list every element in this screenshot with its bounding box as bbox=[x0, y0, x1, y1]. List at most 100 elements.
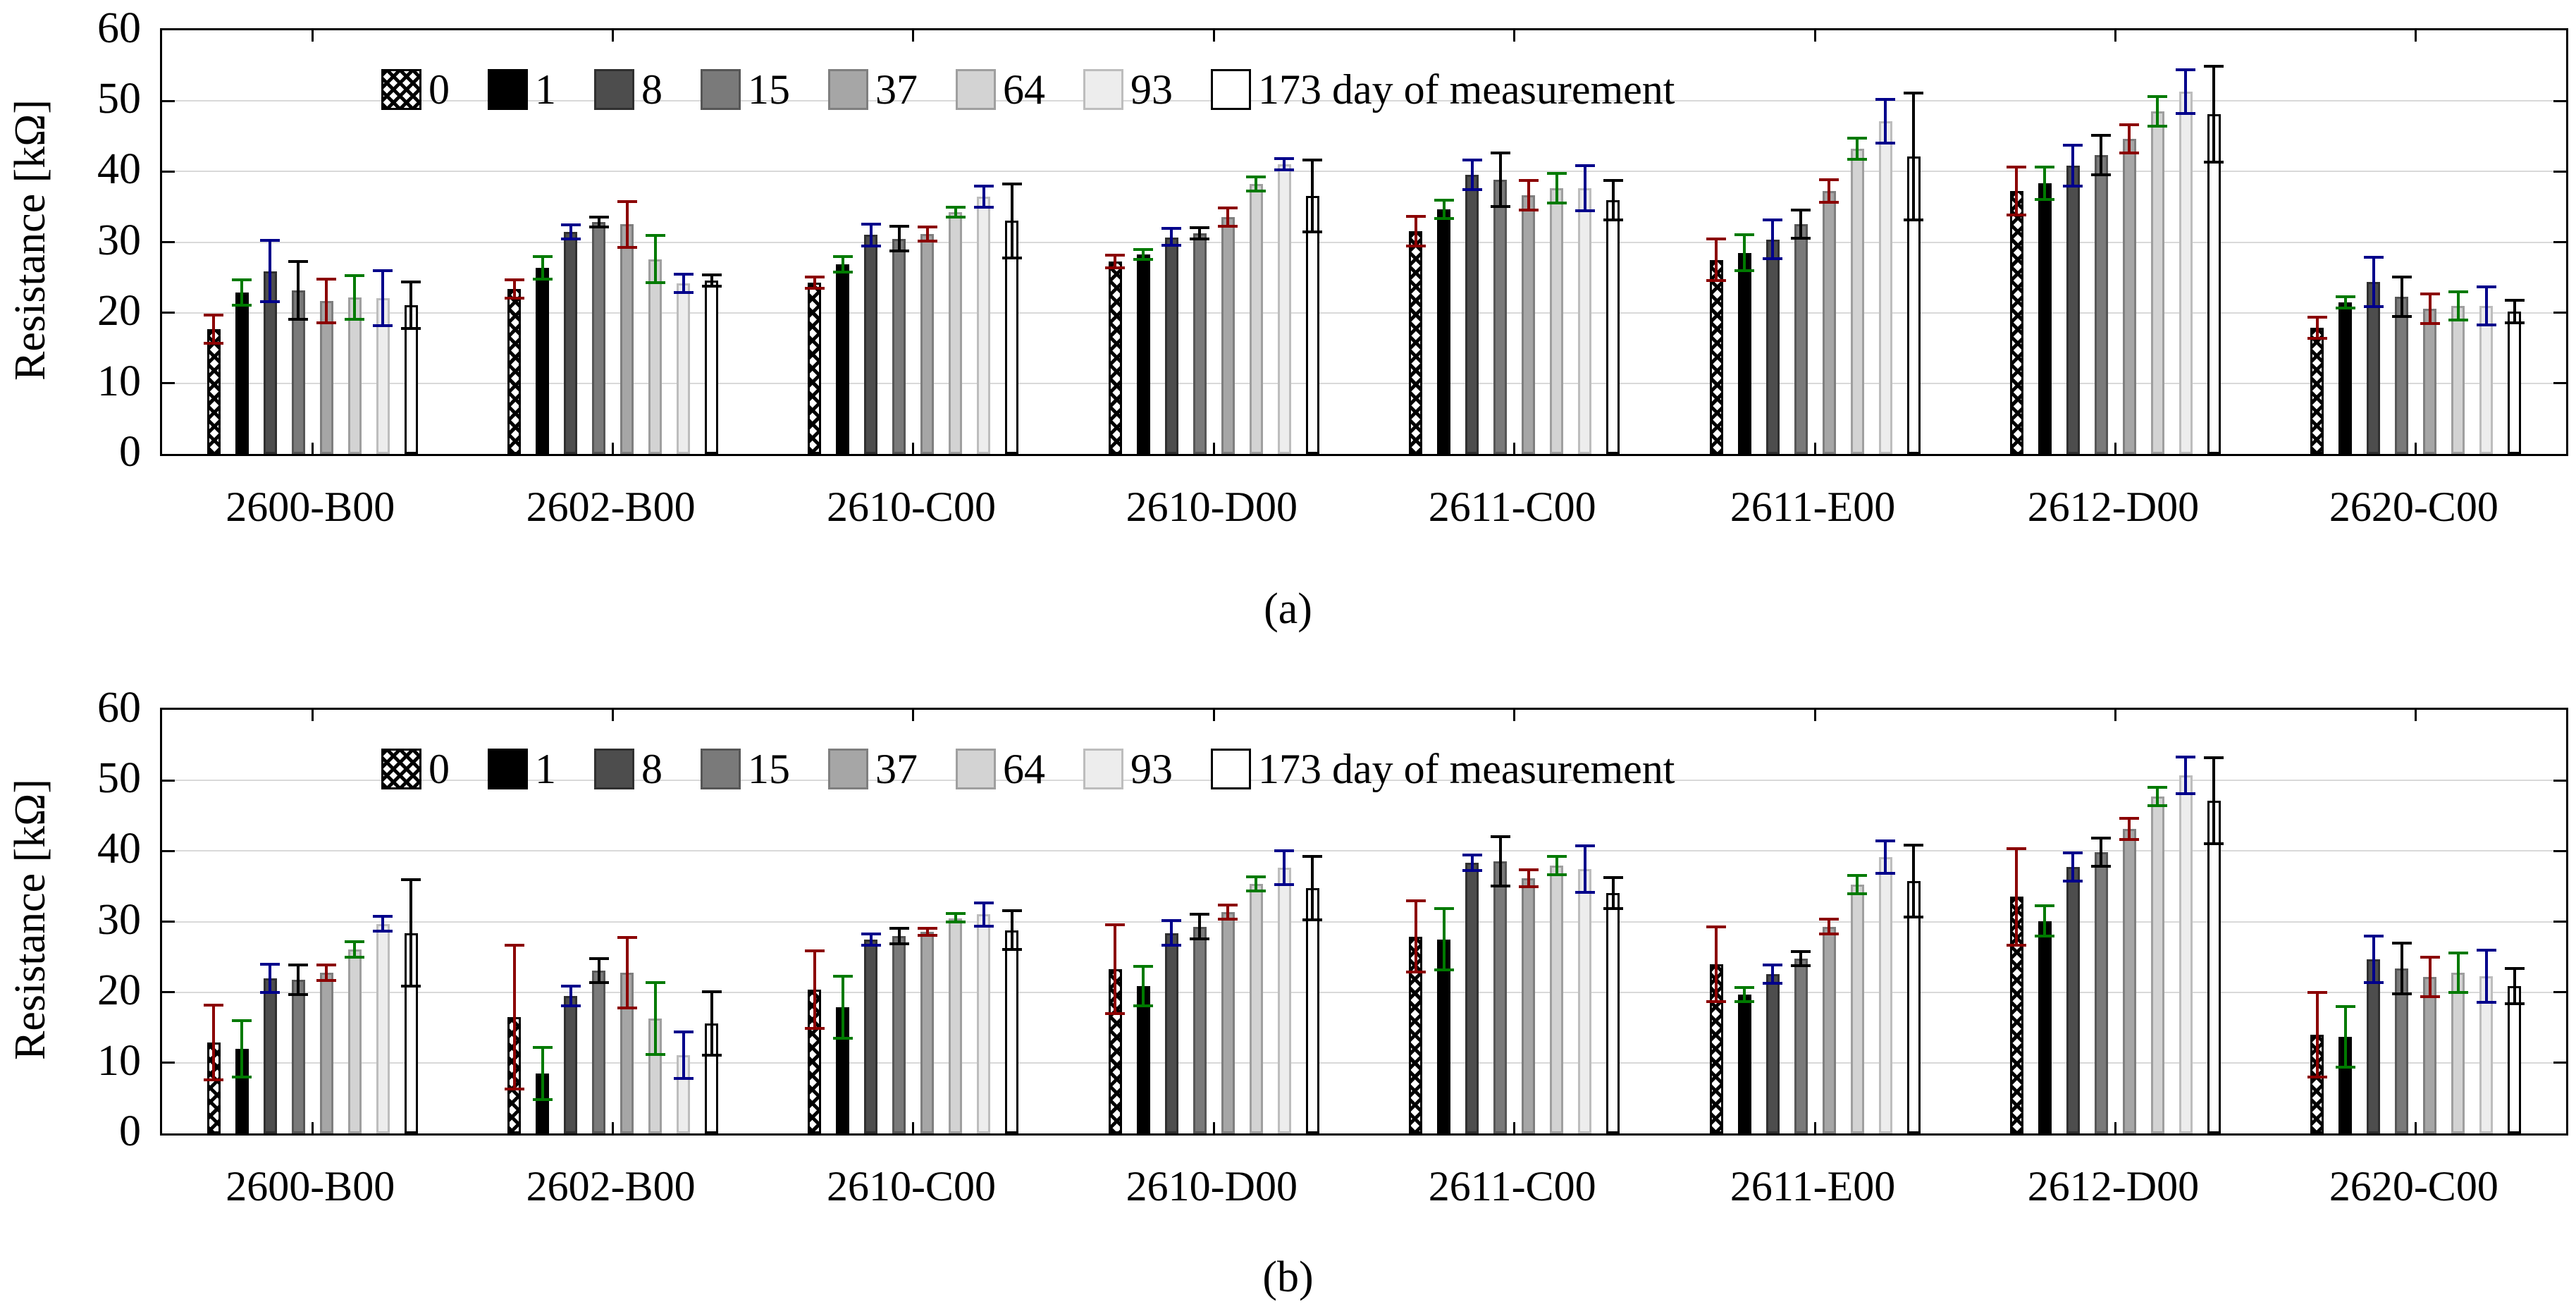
x-tick-bottom bbox=[912, 1122, 915, 1133]
error-bar-cap-bottom bbox=[1791, 964, 1811, 967]
x-tick-label: 2611-C00 bbox=[1428, 1163, 1596, 1210]
bar-2611-C00-day93 bbox=[1578, 188, 1592, 454]
error-bar-line bbox=[1255, 875, 1258, 893]
error-bar-cap-top bbox=[2391, 275, 2412, 278]
error-bar bbox=[260, 962, 281, 994]
error-bar-cap-bottom bbox=[1274, 168, 1295, 172]
error-bar-cap-bottom bbox=[1706, 999, 1727, 1003]
bar-2610-C00-day64 bbox=[949, 212, 963, 454]
error-bar bbox=[1546, 172, 1567, 205]
error-bar bbox=[2007, 847, 2027, 947]
error-bar-line bbox=[597, 957, 600, 984]
error-bar-line bbox=[512, 943, 516, 1090]
error-bar-cap-bottom bbox=[945, 921, 966, 924]
error-bar bbox=[1546, 855, 1567, 877]
error-bar bbox=[1405, 899, 1426, 973]
x-tick-bottom bbox=[1813, 443, 1816, 454]
error-bar-cap-top bbox=[1546, 855, 1567, 859]
error-bar-cap-bottom bbox=[401, 326, 421, 330]
error-bar bbox=[1274, 849, 1295, 887]
y-tick-label: 40 bbox=[97, 825, 141, 873]
error-bar bbox=[2119, 817, 2140, 842]
error-bar-cap-top bbox=[2363, 255, 2384, 259]
error-bar-cap-bottom bbox=[345, 955, 365, 959]
error-bar-cap-bottom bbox=[1218, 918, 1238, 921]
error-bar bbox=[1133, 964, 1154, 1007]
error-bar bbox=[560, 223, 581, 241]
x-tick-top bbox=[912, 30, 915, 42]
bar-2611-E00-day0 bbox=[1709, 964, 1723, 1133]
error-bar-cap-bottom bbox=[1734, 269, 1755, 272]
y-tick-label: 0 bbox=[119, 428, 141, 476]
error-bar-cap-top bbox=[2335, 295, 2355, 298]
error-bar bbox=[504, 278, 524, 300]
error-bar-cap-top bbox=[1246, 176, 1267, 179]
bar-2611-C00-day64 bbox=[1550, 188, 1564, 454]
error-bar-line bbox=[409, 878, 413, 988]
gridline bbox=[162, 312, 2566, 314]
x-tick-bottom bbox=[311, 443, 314, 454]
y-tick-left bbox=[162, 991, 175, 994]
error-bar bbox=[1763, 219, 1783, 260]
error-bar-cap-top bbox=[2176, 68, 2196, 72]
error-bar-line bbox=[682, 1030, 685, 1080]
bar-2611-E00-day37 bbox=[1822, 191, 1836, 454]
legend-item: 1 bbox=[488, 746, 556, 792]
error-bar-line bbox=[1884, 839, 1887, 875]
error-bar-line bbox=[653, 980, 657, 1056]
error-bar bbox=[1706, 238, 1727, 282]
legend-swatch-day15 bbox=[701, 69, 741, 110]
error-bar-cap-top bbox=[1875, 98, 1896, 102]
bar-2620-C00-day64 bbox=[2451, 305, 2465, 454]
error-bar-cap-bottom bbox=[1105, 266, 1126, 269]
x-tick-label: 2610-C00 bbox=[826, 484, 996, 530]
error-bar bbox=[345, 273, 365, 321]
error-bar bbox=[1405, 215, 1426, 248]
error-bar bbox=[1434, 907, 1454, 971]
x-tick-top bbox=[2114, 710, 2116, 721]
bar-2610-C00-day173 bbox=[1005, 930, 1019, 1133]
error-bar-cap-bottom bbox=[1246, 890, 1267, 893]
error-bar-cap-bottom bbox=[1302, 918, 1323, 922]
error-bar-cap-top bbox=[1274, 157, 1295, 161]
error-bar bbox=[1518, 179, 1539, 212]
error-bar-line bbox=[1583, 164, 1586, 213]
legend-item: 8 bbox=[594, 746, 663, 792]
error-bar-line bbox=[1527, 868, 1530, 889]
error-bar-cap-top bbox=[832, 974, 853, 978]
bar-2602-B00-day1 bbox=[536, 267, 550, 454]
legend-label: 37 bbox=[875, 66, 918, 113]
error-bar-cap-top bbox=[204, 313, 224, 316]
error-bar-line bbox=[269, 962, 272, 994]
y-tick-label: 40 bbox=[97, 145, 141, 194]
gridline bbox=[162, 171, 2566, 173]
error-bar-cap-top bbox=[1434, 907, 1454, 911]
error-bar-line bbox=[2513, 298, 2516, 324]
error-bar-cap-bottom bbox=[804, 286, 825, 290]
error-bar-cap-top bbox=[532, 254, 553, 258]
error-bar-cap-bottom bbox=[917, 240, 937, 243]
error-bar bbox=[1302, 159, 1323, 234]
error-bar-line bbox=[1771, 219, 1775, 260]
bar-2610-C00-day0 bbox=[808, 989, 822, 1133]
error-bar-line bbox=[710, 273, 713, 288]
error-bar-line bbox=[2484, 948, 2488, 1004]
error-bar-cap-top bbox=[1847, 874, 1868, 878]
error-bar-cap-bottom bbox=[345, 317, 365, 321]
x-tick-bottom bbox=[612, 1122, 615, 1133]
error-bar-cap-top bbox=[2504, 966, 2525, 970]
error-bar-cap-top bbox=[1490, 835, 1510, 839]
error-bar-cap-bottom bbox=[1302, 230, 1323, 234]
error-bar-cap-top bbox=[2147, 786, 2168, 789]
error-bar bbox=[2335, 295, 2355, 309]
error-bar bbox=[1734, 233, 1755, 272]
error-bar bbox=[2504, 298, 2525, 324]
error-bar-cap-top bbox=[2335, 1004, 2355, 1008]
error-bar-cap-bottom bbox=[532, 277, 553, 281]
error-bar-line bbox=[1611, 179, 1615, 222]
error-bar-cap-bottom bbox=[2176, 112, 2196, 116]
y-tick-right bbox=[2553, 779, 2566, 782]
error-bar-cap-bottom bbox=[588, 980, 609, 984]
legend-swatch-day1 bbox=[488, 749, 528, 789]
error-bar-cap-top bbox=[2448, 951, 2468, 954]
